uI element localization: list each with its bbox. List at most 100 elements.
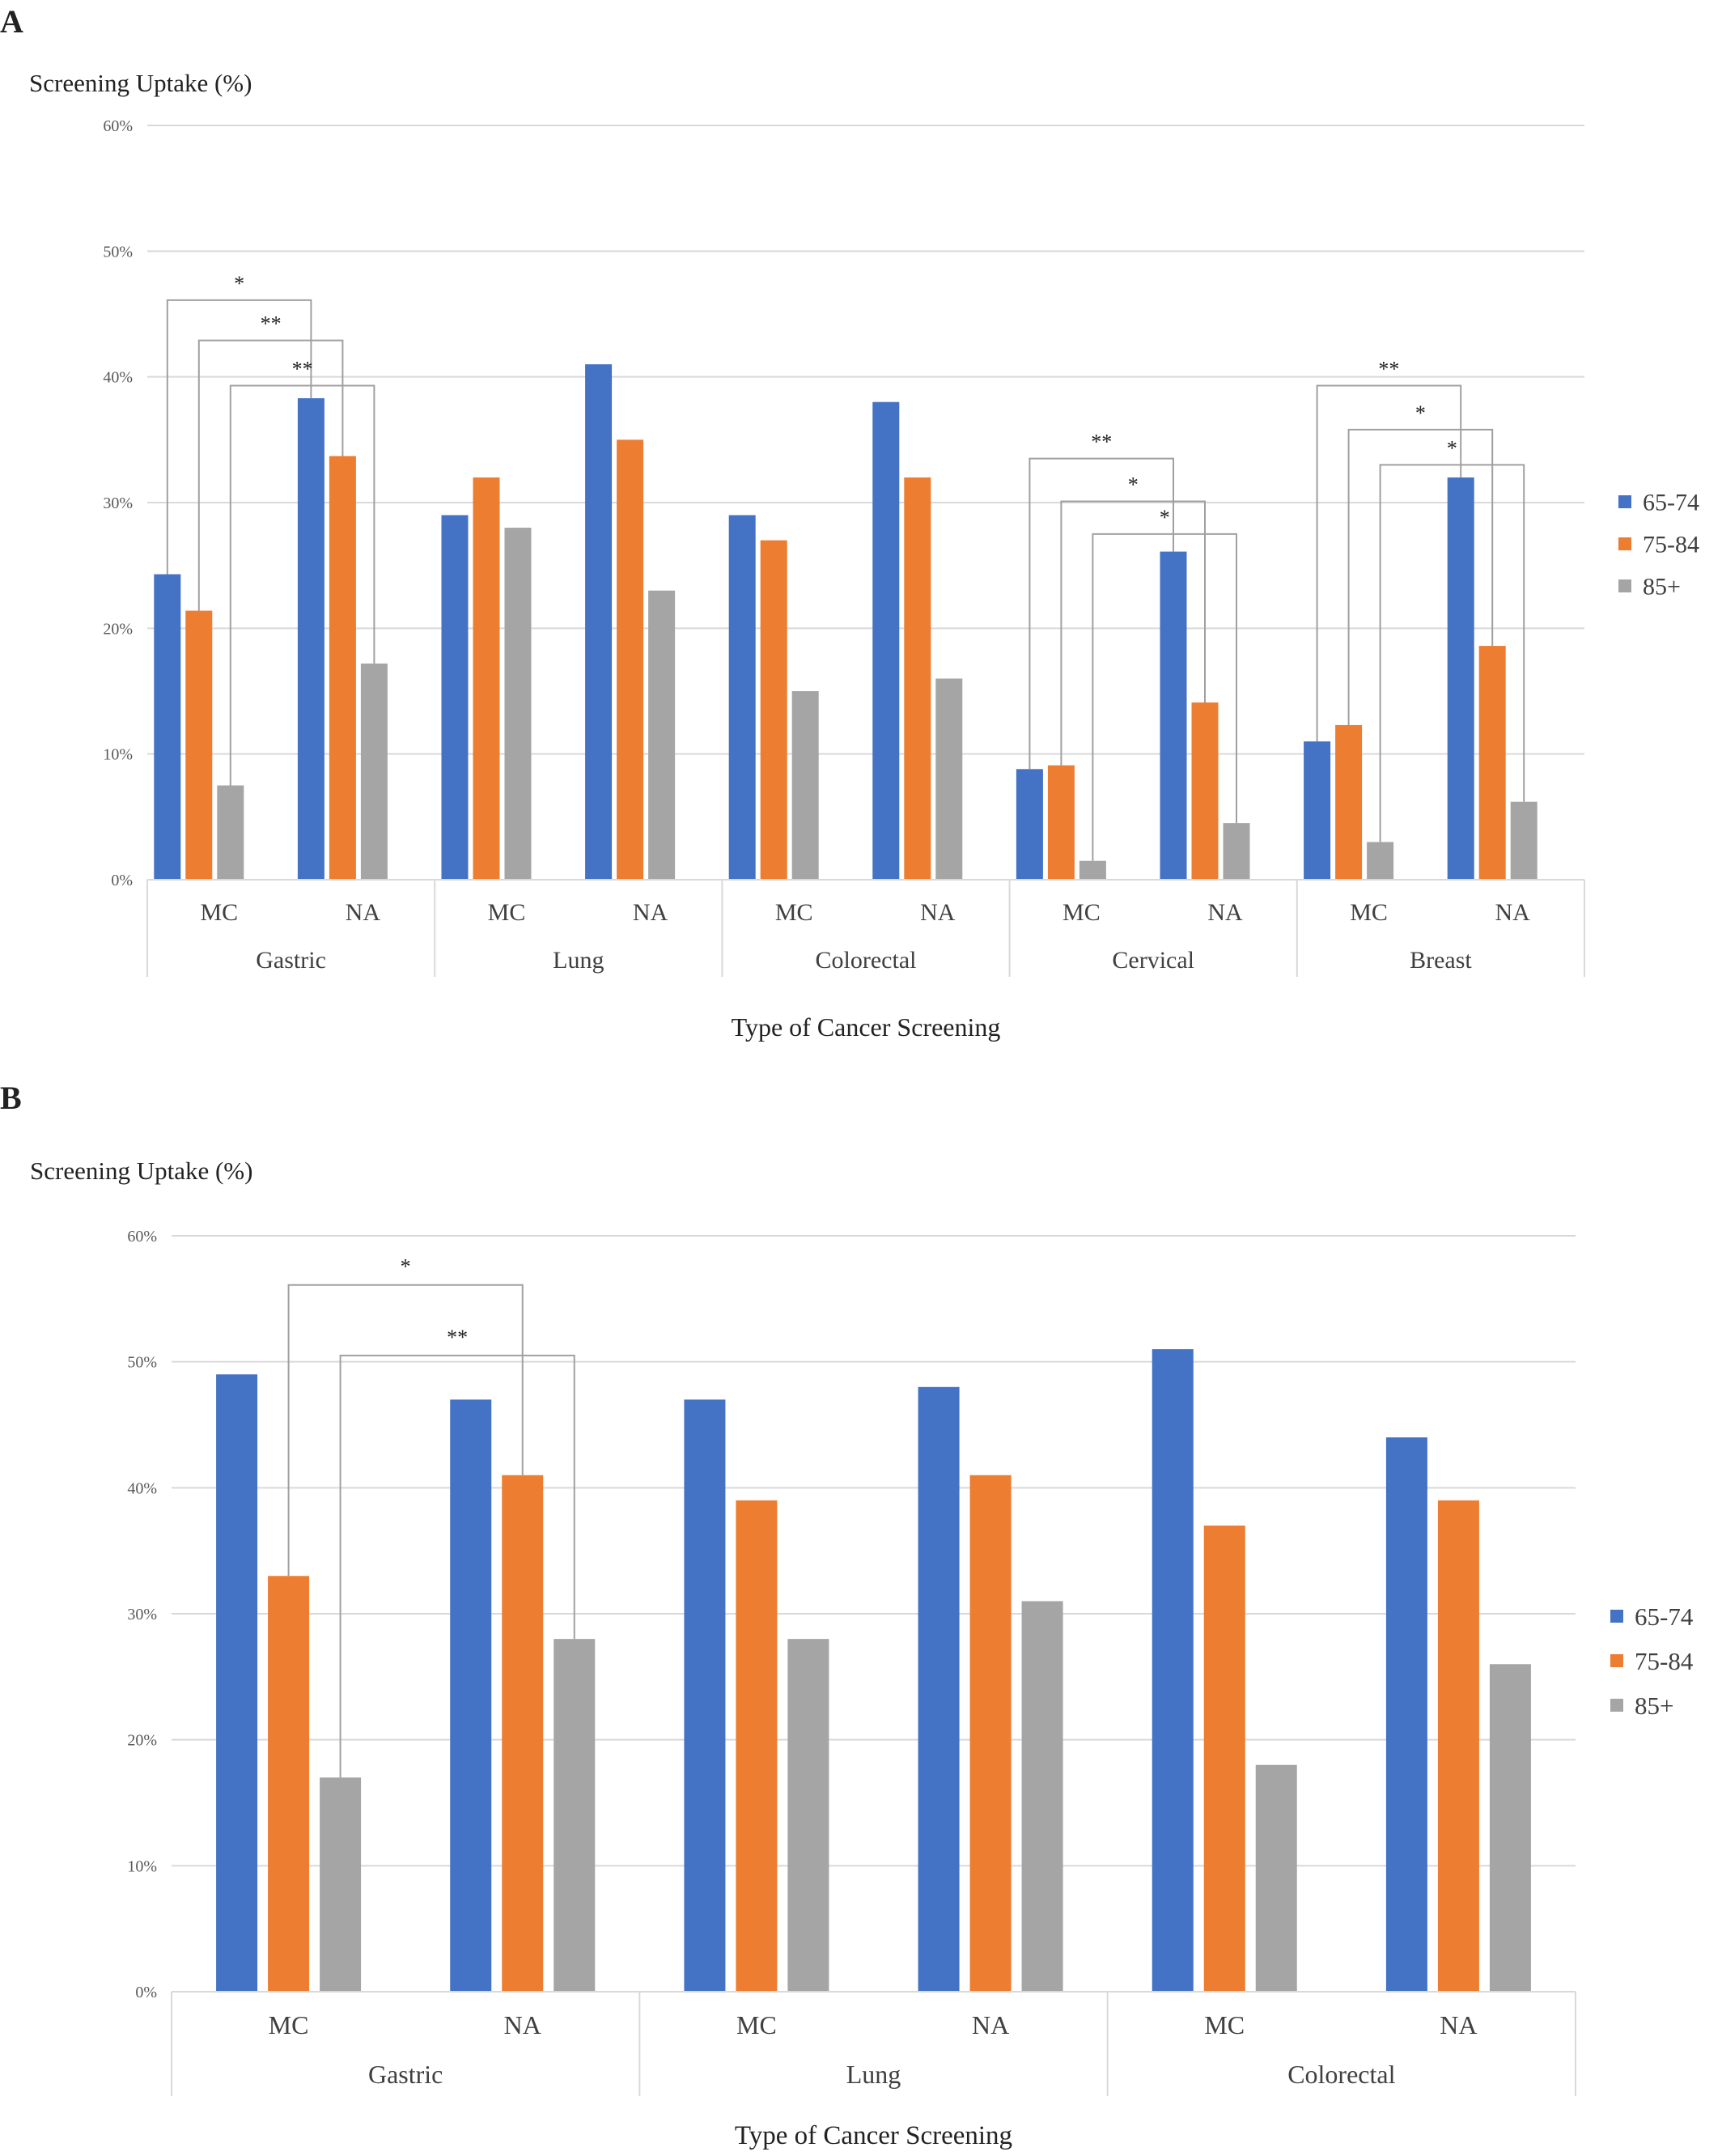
x-tick-label: NA: [1495, 899, 1531, 926]
bar-75-84: [185, 610, 213, 880]
bar-65-74: [918, 1386, 960, 1992]
significance-bracket: [1316, 384, 1462, 742]
significance-bracket: [1029, 457, 1174, 770]
y-tick-label: 30%: [103, 494, 133, 512]
bar-75-84: [760, 540, 787, 880]
y-tick-label: 50%: [127, 1354, 157, 1372]
bar-85plus: [935, 678, 963, 880]
bar-75-84: [1191, 702, 1219, 880]
x-group-label: Colorectal: [1287, 2060, 1395, 2089]
significance-bracket: [1379, 464, 1525, 842]
legend-label: 85+: [1643, 574, 1681, 601]
bar-75-84: [473, 477, 500, 880]
y-tick-label: 20%: [127, 1732, 157, 1750]
x-group-label: Colorectal: [816, 947, 917, 974]
bar-85plus: [360, 663, 388, 880]
bar-85plus: [554, 1639, 596, 1992]
x-axis-title: Type of Cancer Screening: [735, 2121, 1012, 2150]
y-axis-title: Screening Uptake (%): [30, 1157, 252, 1185]
legend-label: 85+: [1635, 1691, 1673, 1720]
bar-65-74: [1304, 741, 1331, 880]
significance-marker: **: [1091, 431, 1112, 454]
y-tick-label: 30%: [127, 1606, 157, 1623]
x-tick-label: MC: [775, 899, 813, 926]
bar-65-74: [1447, 477, 1474, 880]
significance-marker: **: [447, 1326, 468, 1349]
significance-bracket: [1092, 533, 1237, 861]
x-tick-label: MC: [1062, 899, 1101, 926]
bar-85plus: [1510, 801, 1538, 880]
x-tick-label: MC: [1350, 899, 1388, 926]
significance-bracket: [339, 1354, 575, 1778]
y-tick-label: 10%: [103, 746, 133, 764]
significance-bracket: [287, 1284, 524, 1577]
bar-65-74: [216, 1374, 258, 1992]
chart-panel-a: A Screening Uptake (%) 0% 10% 20% 30% 40% 50% 60…: [0, 0, 1722, 1076]
significance-marker: **: [292, 358, 313, 381]
bar-65-74: [872, 401, 900, 880]
bar-75-84: [904, 477, 931, 880]
legend-label: 65-74: [1643, 490, 1699, 516]
x-tick-label: NA: [920, 899, 956, 926]
x-tick-label: NA: [1440, 2010, 1477, 2039]
bar-75-84: [1335, 724, 1363, 880]
x-group-label: Lung: [846, 2060, 901, 2089]
x-group-label: Cervical: [1112, 947, 1194, 974]
significance-bracket: [197, 339, 344, 611]
x-group-label: Gastric: [368, 2060, 443, 2089]
x-group-label: Breast: [1410, 947, 1472, 974]
x-tick-label: MC: [1204, 2010, 1245, 2039]
bar-65-74: [441, 515, 469, 880]
x-tick-label: MC: [736, 2010, 777, 2039]
bar-85plus: [1489, 1664, 1531, 1992]
panel-label: B: [0, 1080, 22, 1116]
bar-75-84: [502, 1475, 544, 1992]
bar-75-84: [268, 1576, 310, 1992]
significance-marker: *: [401, 1255, 411, 1279]
bar-85plus: [1367, 842, 1394, 880]
bar-75-84: [1047, 765, 1075, 880]
legend-label: 75-84: [1635, 1647, 1694, 1675]
chart-panel-b: B Screening Uptake (%) 0% 10% 20% 30% 40% 50% 60…: [0, 1076, 1722, 2156]
y-tick-label: 60%: [127, 1228, 157, 1246]
panel-label: A: [0, 3, 23, 40]
bar-75-84: [329, 456, 356, 880]
y-tick-label: 40%: [103, 369, 133, 387]
y-tick-label: 50%: [103, 243, 133, 261]
y-tick-label: 10%: [127, 1857, 157, 1875]
x-tick-label: NA: [504, 2010, 541, 2039]
legend-label: 65-74: [1635, 1602, 1694, 1631]
bar-85plus: [1021, 1601, 1063, 1992]
significance-bracket: [1347, 428, 1494, 725]
legend-swatch: [1610, 1699, 1623, 1712]
y-tick-label: 60%: [103, 117, 133, 135]
significance-marker: *: [234, 272, 244, 295]
significance-bracket: [166, 299, 312, 575]
bar-85plus: [504, 528, 532, 880]
bar-85plus: [791, 691, 819, 880]
significance-marker: *: [1447, 436, 1457, 460]
bar-85plus: [648, 590, 676, 880]
bar-85plus: [787, 1639, 829, 1992]
bar-85plus: [1223, 823, 1250, 880]
bar-75-84: [1478, 646, 1506, 880]
bar-85plus: [1079, 860, 1106, 880]
x-tick-label: MC: [200, 899, 238, 926]
bar-65-74: [1016, 769, 1043, 880]
bar-65-74: [1385, 1437, 1427, 1992]
legend-swatch: [1610, 1610, 1623, 1623]
x-tick-label: NA: [1207, 899, 1243, 926]
bar-65-74: [450, 1399, 492, 1992]
x-tick-label: NA: [972, 2010, 1009, 2039]
significance-bracket: [229, 384, 375, 786]
bar-75-84: [1437, 1500, 1479, 1992]
bar-75-84: [617, 439, 644, 880]
bar-75-84: [1203, 1526, 1245, 1992]
bar-75-84: [736, 1500, 778, 1992]
chart-b-svg: B Screening Uptake (%) 0% 10% 20% 30% 40% 50% 60…: [0, 1080, 1694, 2150]
y-axis-title: Screening Uptake (%): [29, 69, 252, 97]
significance-marker: *: [1160, 506, 1170, 529]
bar-65-74: [1160, 551, 1187, 880]
bar-85plus: [1255, 1764, 1297, 1992]
bar-65-74: [728, 515, 756, 880]
